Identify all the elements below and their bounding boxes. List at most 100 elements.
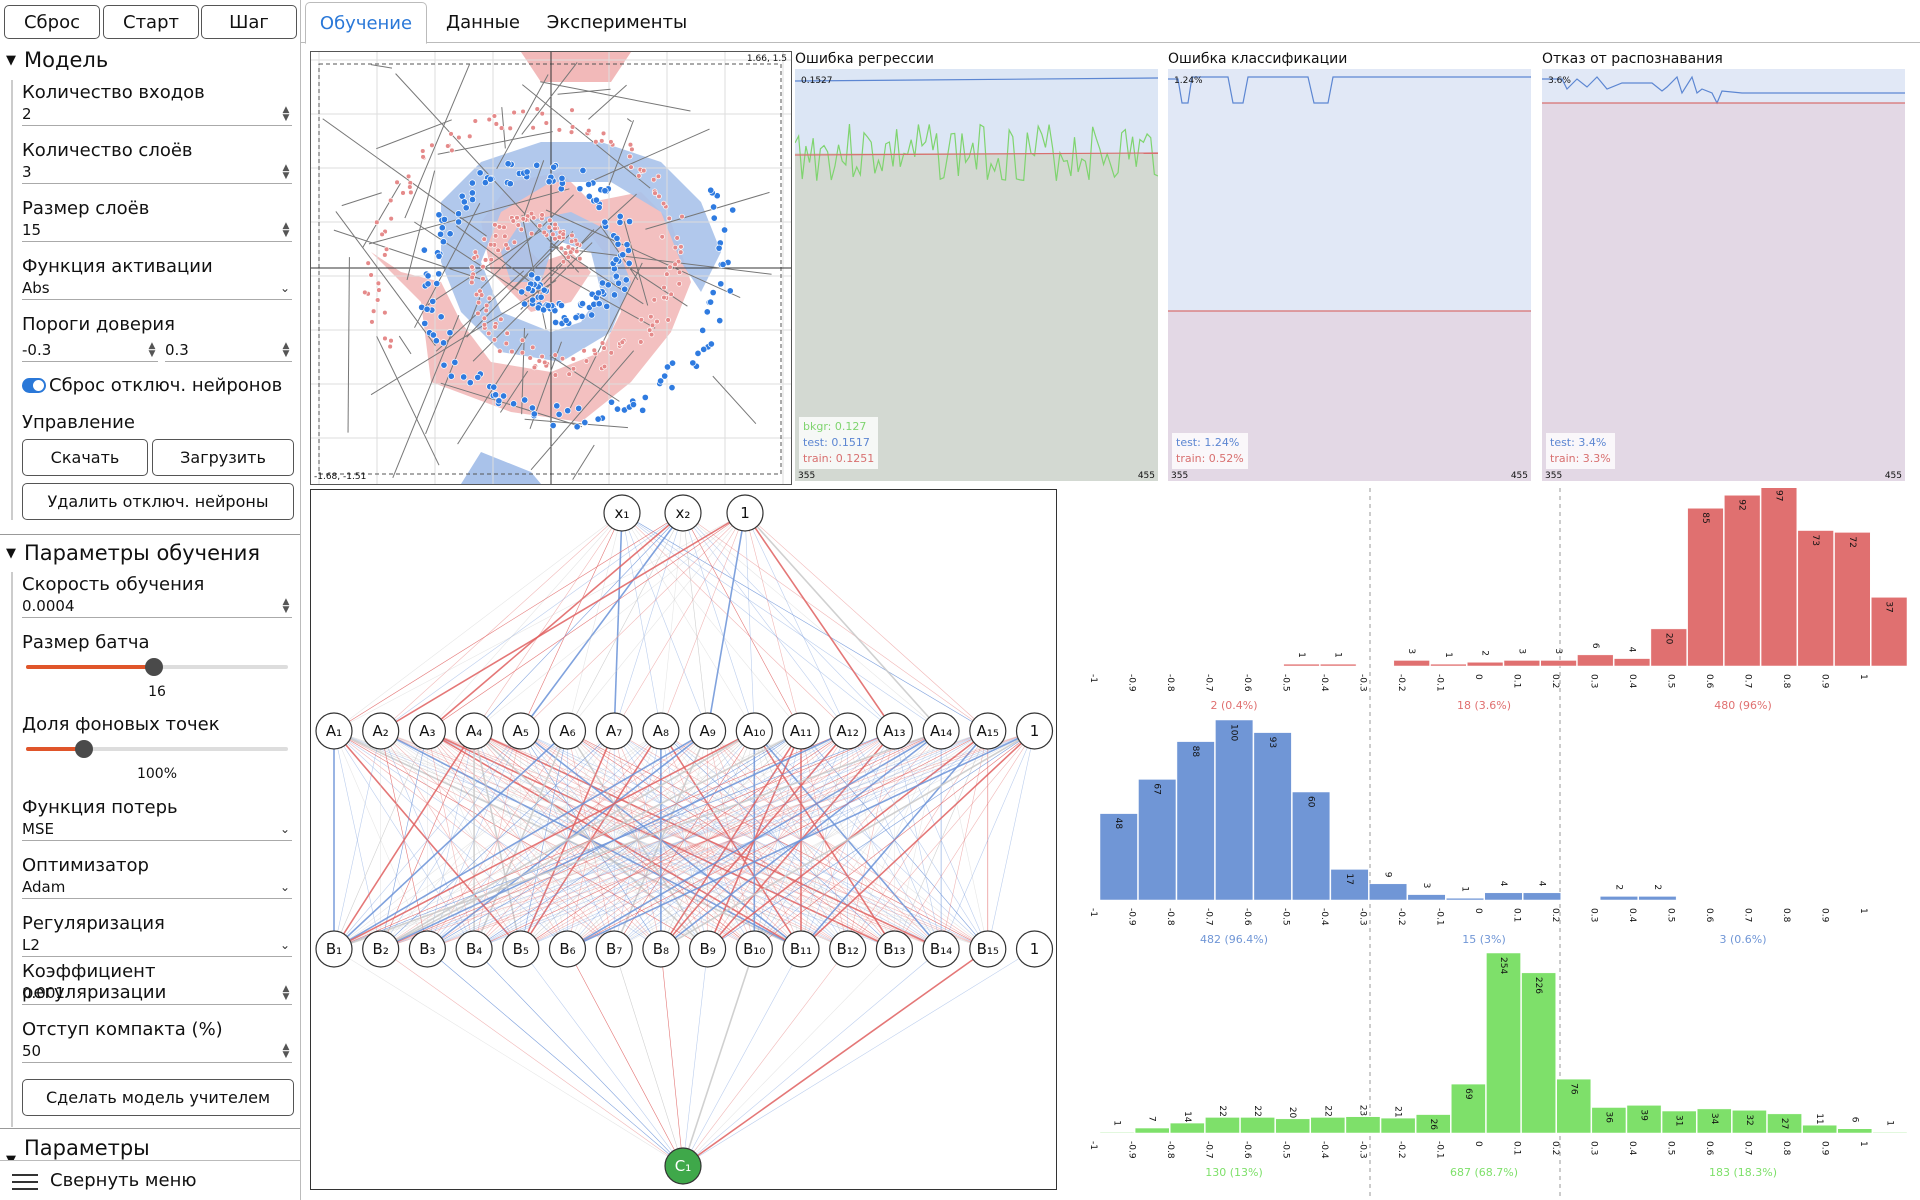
bias-node[interactable]: 1	[1015, 712, 1054, 750]
spinner-icon[interactable]: ▲ ▼	[282, 105, 290, 123]
slider-knob[interactable]	[74, 740, 93, 758]
spinner-icon[interactable]: ▲ ▼	[148, 341, 156, 359]
neuron-b[interactable]: B₁₀	[735, 930, 773, 968]
data-point-red	[661, 284, 667, 291]
neuron-a[interactable]: A₉	[689, 712, 727, 750]
neuron-a[interactable]: A₁	[315, 712, 353, 750]
histogram-bar	[1696, 1108, 1732, 1134]
neuron-b[interactable]: B₆	[548, 930, 587, 968]
tab-training[interactable]: Обучение	[305, 2, 427, 44]
svg-text:B₁₀: B₁₀	[743, 940, 765, 958]
step-button[interactable]: Шаг	[201, 5, 297, 39]
slider-knob[interactable]	[145, 658, 164, 676]
spinner-icon[interactable]: ▲ ▼	[282, 163, 290, 181]
weight-link	[567, 512, 746, 732]
neuron-b[interactable]: B₄	[455, 930, 493, 968]
data-point-blue	[440, 215, 449, 224]
neuron-boundary-line	[606, 120, 635, 192]
collapse-menu-bar[interactable]: Свернуть меню	[0, 1160, 300, 1200]
spinner-icon[interactable]: ▲ ▼	[282, 597, 290, 615]
weight-link	[333, 512, 684, 732]
bar-value-label: 34	[1709, 1113, 1719, 1125]
tick-label: 0.9	[1819, 1141, 1829, 1156]
neuron-a[interactable]: A₁₁	[782, 712, 820, 750]
neuron-b[interactable]: B₂	[362, 930, 400, 968]
neuron-b[interactable]: B₁	[315, 930, 353, 968]
threshold-low-field[interactable]: -0.3 ▲ ▼	[22, 339, 158, 362]
neuron-b[interactable]: B₈	[642, 930, 680, 968]
neuron-a[interactable]: A₁₂	[829, 712, 867, 750]
threshold-high-field[interactable]: 0.3 ▲ ▼	[165, 339, 292, 362]
reset-button[interactable]: Сброс	[4, 5, 100, 39]
upload-button[interactable]: Загрузить	[152, 439, 294, 476]
data-point-red	[486, 295, 493, 302]
download-button[interactable]: Скачать	[22, 439, 148, 476]
neuron-a[interactable]: A₁₃	[875, 712, 914, 750]
group-count-label: 2 (0.4%)	[1210, 699, 1257, 712]
svg-text:A₂: A₂	[373, 722, 389, 740]
neuron-b[interactable]: B₃	[408, 930, 447, 968]
histogram-bar	[1522, 892, 1561, 901]
data-point-red	[504, 330, 510, 337]
spinner-icon[interactable]: ▲ ▼	[282, 1042, 290, 1060]
reg-coef-field[interactable]: 0.001 ▲ ▼	[22, 982, 292, 1005]
input-node[interactable]: x₂	[664, 494, 702, 532]
neuron-a[interactable]: A₁₀	[735, 712, 773, 750]
svg-text:B₁₃: B₁₃	[883, 940, 905, 958]
svg-text:A₃: A₃	[419, 722, 435, 740]
histogram-bar	[1430, 663, 1467, 667]
neuron-b[interactable]: B₁₂	[829, 930, 867, 968]
output-node[interactable]: C₁	[664, 1147, 702, 1185]
neuron-a[interactable]: A₁₅	[969, 712, 1007, 750]
neuron-b[interactable]: B₁₄	[922, 930, 960, 968]
neuron-b[interactable]: B₁₃	[875, 930, 914, 968]
data-point-red	[539, 110, 546, 117]
regularization-select[interactable]: L2 ⌄	[22, 934, 292, 957]
background-fraction-slider[interactable]	[22, 739, 292, 759]
learning-rate-field[interactable]: 0.0004 ▲ ▼	[22, 595, 292, 618]
neuron-a[interactable]: A₆	[548, 712, 587, 750]
neuron-b[interactable]: B₅	[502, 930, 540, 968]
decision-plot[interactable]: 1.66, 1.5 -1.68, -1.51	[310, 51, 792, 485]
optimizer-select[interactable]: Adam ⌄	[22, 876, 292, 899]
activation-select[interactable]: Abs ⌄	[22, 277, 292, 300]
group-count-label: 15 (3%)	[1462, 933, 1506, 946]
neuron-a[interactable]: A₂	[362, 712, 400, 750]
bias-node[interactable]: 1	[1015, 930, 1054, 968]
start-button[interactable]: Старт	[103, 5, 199, 39]
data-point-blue	[481, 179, 489, 187]
make-teacher-button[interactable]: Сделать модель учителем	[22, 1079, 294, 1116]
network-graph[interactable]: x₁ x₂ 1 A₁ A₂ A₃ A₄ A₅ A₆ A₇ A₈ A₉ A₁₀ A₁₁ A₁₂ A₁₃ A₁₄ A₁…	[310, 489, 1057, 1190]
neuron-a[interactable]: A₈	[642, 712, 680, 750]
tab-experiments[interactable]: Эксперименты	[546, 11, 688, 33]
data-point-red	[638, 339, 644, 345]
bias-node[interactable]: 1	[726, 494, 764, 532]
neuron-b[interactable]: B₉	[689, 930, 727, 968]
input-node[interactable]: x₁	[603, 494, 641, 532]
neuron-a[interactable]: A₇	[595, 712, 633, 750]
neuron-a[interactable]: A₃	[408, 712, 447, 750]
neuron-b[interactable]: B₁₁	[782, 930, 820, 968]
remove-disabled-button[interactable]: Удалить отключ. нейроны	[22, 483, 294, 520]
section-model-header[interactable]: ▼ Модель	[6, 48, 108, 72]
neuron-a[interactable]: A₅	[502, 712, 540, 750]
loss-select[interactable]: MSE ⌄	[22, 818, 292, 841]
layer-size-field[interactable]: 15 ▲ ▼	[22, 219, 292, 242]
neuron-boundary-line	[529, 193, 637, 292]
layers-count-field[interactable]: 3 ▲ ▼	[22, 161, 292, 184]
neuron-a[interactable]: A₁₄	[922, 712, 960, 750]
data-point-red	[491, 337, 498, 343]
reset-disabled-toggle[interactable]	[22, 378, 46, 393]
data-point-blue	[668, 384, 676, 392]
batch-size-slider[interactable]	[22, 657, 292, 677]
section-training-header[interactable]: ▼ Параметры обучения	[6, 541, 260, 565]
inputs-count-field[interactable]: 2 ▲ ▼	[22, 103, 292, 126]
neuron-b[interactable]: B₁₅	[969, 930, 1007, 968]
spinner-icon[interactable]: ▲ ▼	[282, 341, 290, 359]
spinner-icon[interactable]: ▲ ▼	[282, 221, 290, 239]
margin-field[interactable]: 50 ▲ ▼	[22, 1040, 292, 1063]
tab-data[interactable]: Данные	[446, 11, 520, 33]
neuron-b[interactable]: B₇	[595, 930, 633, 968]
spinner-icon[interactable]: ▲ ▼	[282, 984, 290, 1002]
neuron-a[interactable]: A₄	[455, 712, 493, 750]
